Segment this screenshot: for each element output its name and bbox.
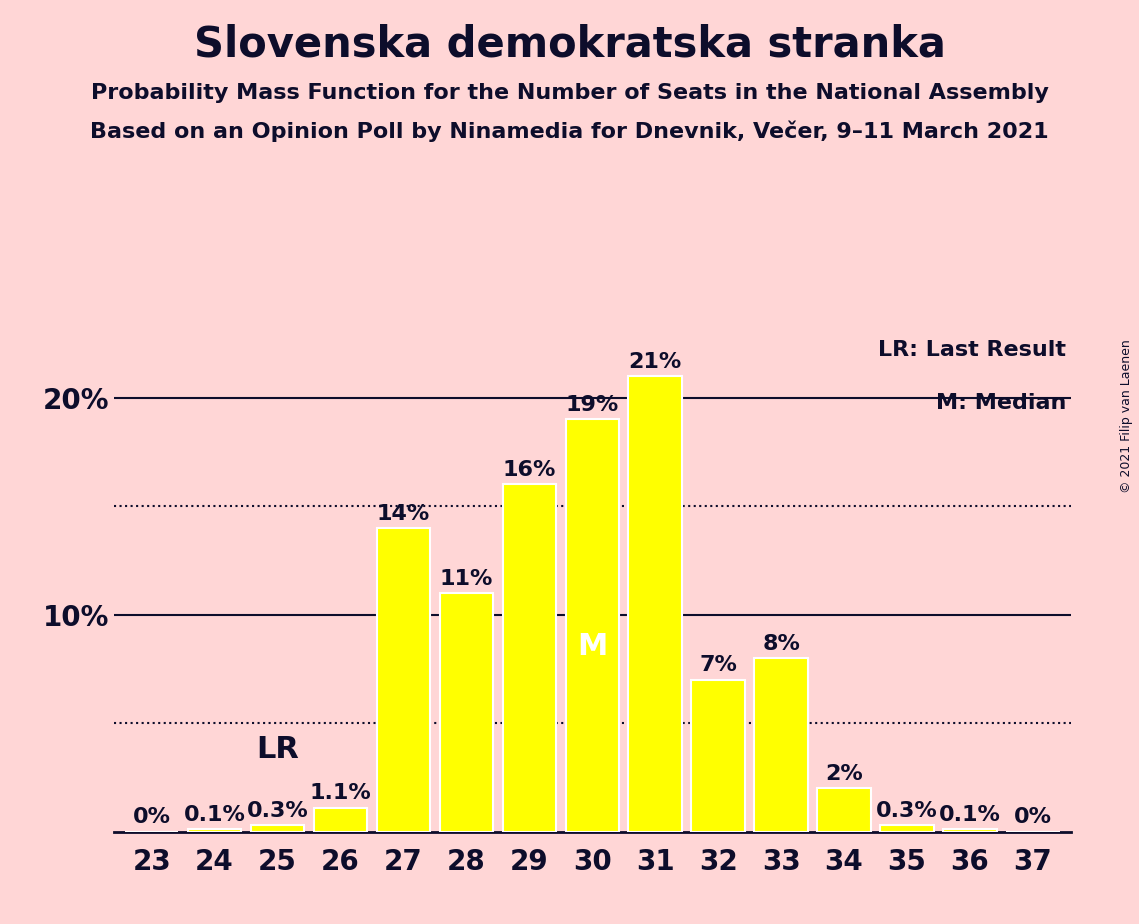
Text: Slovenska demokratska stranka: Slovenska demokratska stranka <box>194 23 945 65</box>
Text: LR: Last Result: LR: Last Result <box>878 340 1066 360</box>
Text: 0.1%: 0.1% <box>183 805 246 825</box>
Text: 21%: 21% <box>629 352 682 371</box>
Text: M: Median: M: Median <box>935 393 1066 412</box>
Bar <box>691 680 745 832</box>
Bar <box>313 808 367 832</box>
Text: 0.3%: 0.3% <box>876 801 937 821</box>
Text: 1.1%: 1.1% <box>310 784 371 803</box>
Bar <box>251 825 304 832</box>
Text: © 2021 Filip van Laenen: © 2021 Filip van Laenen <box>1121 339 1133 492</box>
Text: Probability Mass Function for the Number of Seats in the National Assembly: Probability Mass Function for the Number… <box>91 83 1048 103</box>
Text: 2%: 2% <box>825 764 863 784</box>
Bar <box>440 593 493 832</box>
Bar <box>943 830 997 832</box>
Text: 14%: 14% <box>377 504 431 524</box>
Text: Based on an Opinion Poll by Ninamedia for Dnevnik, Večer, 9–11 March 2021: Based on an Opinion Poll by Ninamedia fo… <box>90 120 1049 141</box>
Bar <box>566 419 618 832</box>
Bar <box>188 830 241 832</box>
Bar <box>502 484 556 832</box>
Text: 0.1%: 0.1% <box>939 805 1001 825</box>
Text: 19%: 19% <box>566 395 618 415</box>
Text: 0%: 0% <box>1014 808 1052 827</box>
Bar <box>754 658 808 832</box>
Text: M: M <box>577 632 607 661</box>
Text: 7%: 7% <box>699 655 737 675</box>
Text: 11%: 11% <box>440 568 493 589</box>
Text: 0%: 0% <box>132 808 171 827</box>
Text: 16%: 16% <box>502 460 556 480</box>
Text: 8%: 8% <box>762 634 800 653</box>
Bar <box>818 788 871 832</box>
Bar <box>377 528 431 832</box>
Bar <box>629 376 682 832</box>
Text: LR: LR <box>256 736 300 764</box>
Text: 0.3%: 0.3% <box>247 801 309 821</box>
Bar <box>880 825 934 832</box>
